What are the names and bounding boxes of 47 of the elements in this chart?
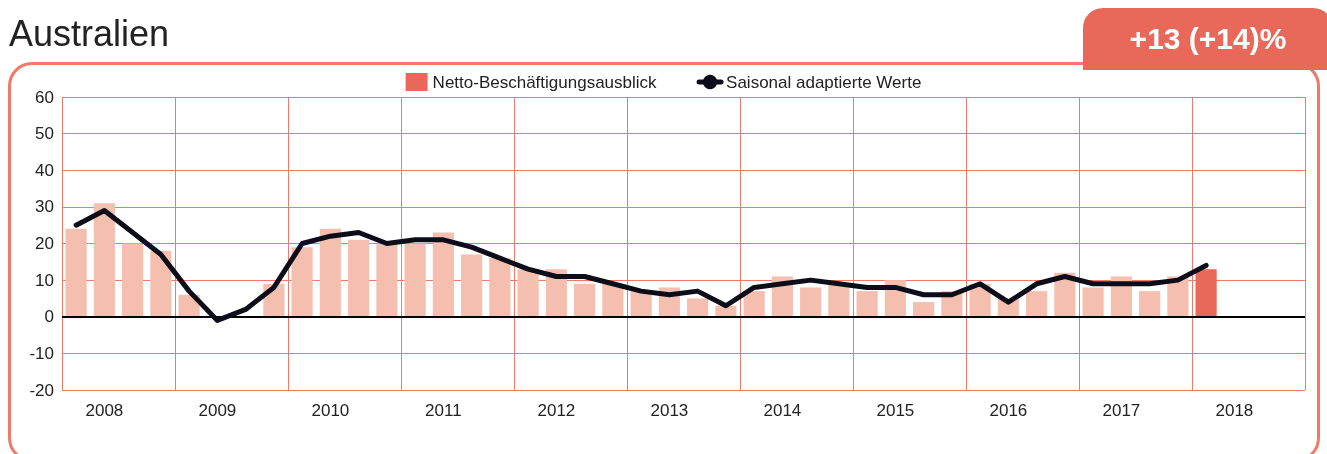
bar: [319, 228, 341, 317]
chart-title: Australien: [9, 12, 170, 54]
bar: [517, 269, 539, 317]
bar: [800, 287, 822, 317]
y-tick-label: 50: [35, 124, 54, 144]
y-tick-label: 20: [35, 234, 54, 253]
y-tick-label: 10: [35, 270, 54, 290]
bar: [913, 302, 935, 317]
bar: [1082, 287, 1104, 317]
x-tick-label: 2014: [763, 401, 802, 420]
y-tick-label: 60: [35, 87, 54, 107]
legend-label: Netto-Beschäftigungsausblick: [432, 72, 658, 92]
bar: [687, 298, 709, 317]
bar: [489, 258, 511, 317]
legend-label: Saisonal adaptierte Werte: [726, 72, 922, 92]
x-tick-label: 2016: [989, 401, 1028, 420]
bar: [1139, 291, 1161, 317]
bar: [743, 291, 765, 317]
bar: [1026, 291, 1048, 317]
text: +13 (+14)%: [1129, 22, 1287, 56]
x-tick-label: 2012: [537, 401, 576, 420]
bar: [93, 203, 115, 317]
bar: [404, 243, 426, 317]
bar: [1195, 269, 1217, 317]
x-tick-label: 2015: [876, 401, 915, 420]
bar: [291, 247, 313, 317]
bar: [348, 239, 370, 317]
x-tick-label: 2018: [1215, 401, 1254, 420]
x-tick-label: 2013: [650, 401, 689, 420]
bar: [432, 232, 454, 317]
x-tick-label: 2017: [1102, 401, 1141, 420]
y-tick-label: -20: [29, 380, 54, 400]
y-tick-label: 30: [35, 197, 54, 217]
bar: [65, 228, 87, 317]
bar: [574, 283, 596, 317]
x-tick-label: 2009: [198, 401, 237, 420]
bar: [376, 243, 398, 317]
y-tick-label: 0: [44, 307, 54, 327]
y-tick-label: 40: [35, 160, 54, 180]
bar: [461, 254, 483, 317]
bar: [856, 291, 878, 317]
y-tick-label: -10: [29, 343, 54, 363]
bar: [122, 243, 144, 317]
bar: [150, 250, 172, 317]
x-tick-label: 2010: [311, 401, 350, 420]
x-tick-label: 2008: [85, 401, 124, 420]
x-tick-label: 2011: [425, 401, 462, 420]
